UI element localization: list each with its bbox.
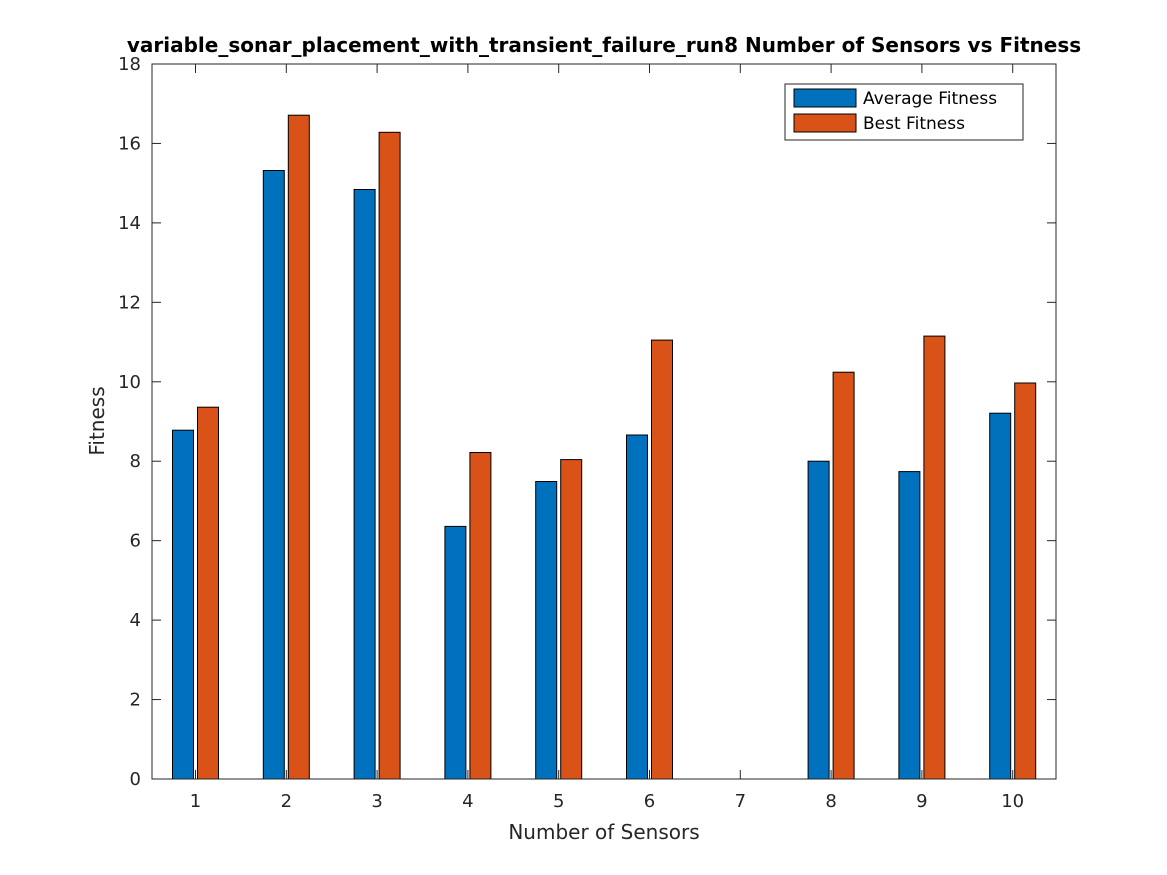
- bar-average-fitness-10: [989, 412, 1012, 780]
- y-tick-label: 14: [118, 213, 141, 234]
- legend-swatch-average-fitness: [793, 88, 857, 108]
- bar-average-fitness-4: [444, 525, 467, 780]
- x-tick-label: 8: [825, 791, 836, 812]
- y-tick-label: 0: [130, 769, 141, 790]
- y-tick-label: 18: [118, 54, 141, 75]
- chart-title: variable_sonar_placement_with_transient_…: [127, 33, 1081, 57]
- axes-box: [151, 63, 1057, 780]
- bar-best-fitness-3: [378, 131, 401, 780]
- bars-group: [172, 114, 1037, 780]
- bar-best-fitness-4: [469, 452, 492, 780]
- y-axis-label: Fitness: [85, 386, 109, 455]
- x-tick-label: 2: [281, 791, 292, 812]
- bar-best-fitness-5: [560, 459, 583, 780]
- y-tick-label: 8: [130, 451, 141, 472]
- x-tick-label: 3: [371, 791, 382, 812]
- bar-average-fitness-2: [262, 170, 285, 780]
- y-tick-label: 16: [118, 133, 141, 154]
- y-tick-label: 4: [130, 610, 141, 631]
- x-tick-label: 6: [644, 791, 655, 812]
- bar-average-fitness-8: [807, 460, 830, 780]
- y-tick-label: 10: [118, 372, 141, 393]
- x-tick-label: 7: [735, 791, 746, 812]
- bar-best-fitness-9: [923, 335, 946, 780]
- x-tick-label: 1: [190, 791, 201, 812]
- bar-best-fitness-10: [1014, 382, 1037, 780]
- bar-average-fitness-3: [353, 189, 376, 780]
- y-tick-label: 12: [118, 292, 141, 313]
- legend-label-average-fitness: Average Fitness: [863, 89, 997, 109]
- y-tick-label: 2: [130, 690, 141, 711]
- x-axis-label: Number of Sensors: [508, 820, 699, 844]
- x-tick-label: 5: [553, 791, 564, 812]
- bar-best-fitness-1: [197, 406, 219, 780]
- legend-swatch-best-fitness: [793, 113, 857, 133]
- x-tick-label: 9: [916, 791, 927, 812]
- bar-best-fitness-2: [287, 114, 310, 780]
- y-tick-label: 6: [130, 531, 141, 552]
- bar-best-fitness-6: [651, 339, 673, 780]
- bar-best-fitness-8: [832, 371, 855, 780]
- x-tick-label: 10: [1001, 791, 1024, 812]
- x-tick-label: 4: [462, 791, 473, 812]
- legend-label-best-fitness: Best Fitness: [863, 114, 965, 134]
- bar-average-fitness-1: [172, 429, 194, 780]
- bar-average-fitness-5: [535, 481, 558, 780]
- bar-average-fitness-6: [626, 434, 648, 780]
- bar-average-fitness-9: [898, 471, 921, 780]
- legend: Average Fitness Best Fitness: [784, 83, 1024, 141]
